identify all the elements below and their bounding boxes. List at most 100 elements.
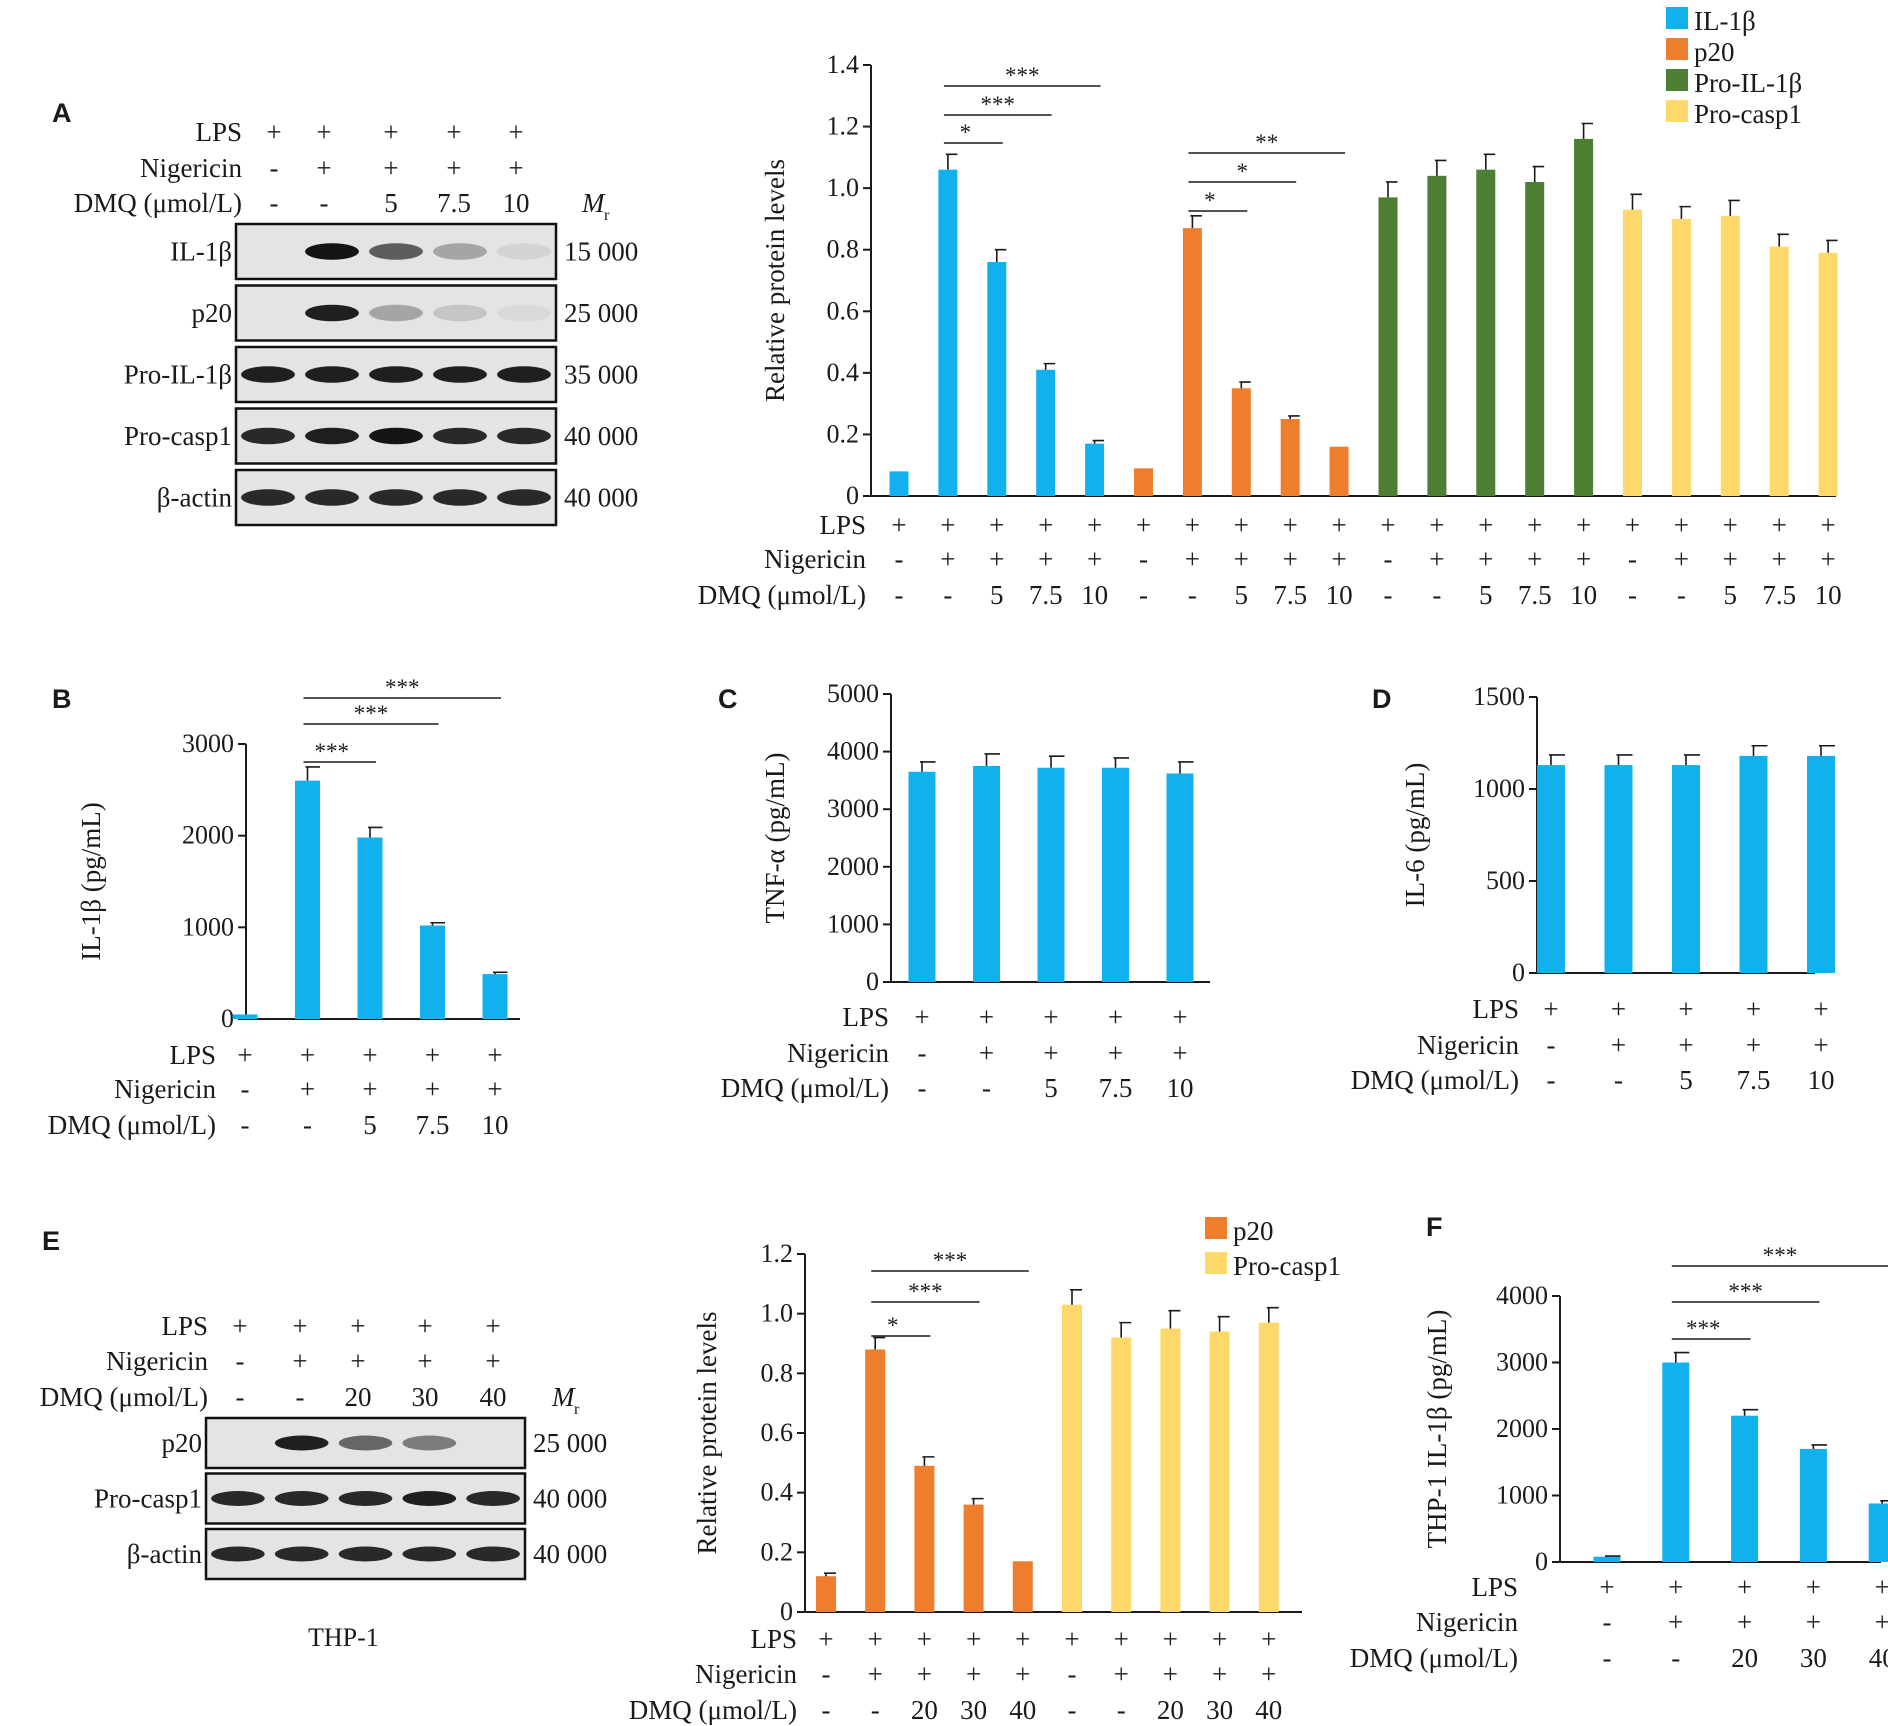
y-tick-label: 2000 [182, 821, 234, 850]
blot-row-label-lps: LPS [195, 117, 242, 147]
bar [1166, 773, 1194, 982]
blot-band [305, 366, 359, 383]
condition-nig: + [1283, 544, 1298, 574]
bar [1662, 1362, 1690, 1562]
condition-dmq: 5 [1235, 580, 1249, 610]
blot-mr-label: 40 000 [564, 483, 638, 513]
condition-dmq: 10 [1815, 580, 1842, 610]
blot-mr-label: 40 000 [533, 1484, 607, 1514]
error-bar [1049, 755, 1065, 768]
error-bar [1217, 1315, 1230, 1332]
condition-lps: + [1283, 510, 1298, 540]
error-bar [1679, 205, 1691, 219]
y-tick-label: 1000 [1473, 774, 1525, 803]
condition-dmq: - [895, 580, 904, 610]
y-tick-label: 0 [1512, 958, 1525, 987]
bar [1209, 1331, 1230, 1612]
condition-lps: + [1737, 1572, 1752, 1602]
blot-band [274, 1491, 329, 1506]
significance-label: *** [385, 675, 420, 700]
condition-nig: + [989, 544, 1004, 574]
row-label-nig: Nigericin [764, 544, 866, 574]
condition-lps: + [989, 510, 1004, 540]
legend-swatch [1666, 100, 1688, 122]
condition-nig: + [1806, 1607, 1821, 1637]
panel-label-e: E [42, 1226, 60, 1256]
blot-condition-nig: + [508, 153, 523, 183]
bar [1868, 1503, 1888, 1562]
blot-condition-dmq: 20 [345, 1382, 372, 1412]
condition-lps: + [487, 1040, 502, 1070]
blot-condition-lps: + [485, 1311, 500, 1341]
condition-dmq: - [1432, 580, 1441, 610]
blot-band [305, 489, 359, 506]
blot-condition-dmq: 40 [480, 1382, 507, 1412]
significance-label: *** [981, 92, 1016, 117]
legend-swatch [1666, 69, 1688, 91]
error-bar [305, 766, 320, 781]
error-bar [1178, 761, 1194, 774]
condition-nig: + [1813, 1030, 1828, 1060]
bar [1012, 1561, 1033, 1612]
bar [914, 1465, 935, 1612]
row-label-nig: Nigericin [695, 1659, 797, 1689]
bar [1799, 1448, 1827, 1562]
y-axis-label: Relative protein levels [760, 159, 790, 402]
condition-nig: + [1723, 544, 1738, 574]
blot-band [497, 366, 551, 383]
condition-lps: + [425, 1040, 440, 1070]
significance-label: *** [1005, 63, 1040, 88]
error-bar [1288, 415, 1300, 420]
bar [865, 1349, 886, 1612]
blot-mr-label: 35 000 [564, 360, 638, 390]
condition-nig: + [1820, 544, 1835, 574]
y-tick-label: 0 [780, 1597, 793, 1626]
blot-condition-lps: + [446, 117, 461, 147]
y-tick-label: 0.2 [761, 1537, 794, 1566]
bar [1574, 138, 1594, 496]
y-tick-label: 2000 [827, 852, 879, 881]
condition-lps: + [1599, 1572, 1614, 1602]
condition-nig: + [1429, 544, 1444, 574]
condition-lps: + [1043, 1002, 1058, 1032]
y-axis-label: IL-6 (pg/mL) [1400, 763, 1430, 908]
significance-label: * [1204, 188, 1216, 213]
blot-condition-dmq: - [296, 1382, 305, 1412]
blot-protein-label: p20 [192, 298, 233, 328]
condition-nig: + [966, 1659, 981, 1689]
bar-chart-d: 0 500 1000 1500 IL-6 (pg/mL) LPS + + + + + Nigerici… [1351, 682, 1835, 1095]
blot-condition-nig: + [383, 153, 398, 183]
condition-nig: + [1015, 1659, 1030, 1689]
error-bar [1483, 153, 1496, 170]
blot-band [369, 489, 423, 506]
error-bar [971, 1497, 984, 1505]
blot-band [274, 1546, 329, 1562]
error-bar [430, 921, 445, 926]
row-label-dmq: DMQ (μmol/L) [698, 580, 866, 610]
condition-lps: + [1429, 510, 1444, 540]
condition-lps: + [1261, 1624, 1276, 1654]
blot-row-label-dmq: DMQ (μmol/L) [40, 1382, 208, 1412]
bar [357, 837, 383, 1019]
blot-band [274, 1435, 329, 1451]
error-bar [1742, 1408, 1759, 1416]
error-bar [1239, 381, 1251, 389]
condition-dmq: - [1188, 580, 1197, 610]
condition-lps: + [1813, 994, 1828, 1024]
condition-dmq: - [1117, 1695, 1126, 1725]
condition-lps: + [1543, 994, 1558, 1024]
condition-dmq: 10 [1326, 580, 1353, 610]
condition-lps: + [1668, 1572, 1683, 1602]
significance-label: ** [1255, 130, 1278, 155]
blot-band [369, 243, 423, 260]
y-axis-label: TNF-α (pg/mL) [760, 753, 790, 924]
error-bar [368, 826, 383, 838]
y-tick-label: 0.6 [761, 1418, 794, 1447]
condition-dmq: 7.5 [1762, 580, 1796, 610]
bar [1280, 419, 1300, 496]
condition-lps: + [1772, 510, 1787, 540]
blot-band [305, 427, 359, 445]
condition-nig: + [1172, 1038, 1187, 1068]
condition-nig: + [1331, 544, 1346, 574]
cell-line-label: THP-1 [308, 1623, 379, 1652]
